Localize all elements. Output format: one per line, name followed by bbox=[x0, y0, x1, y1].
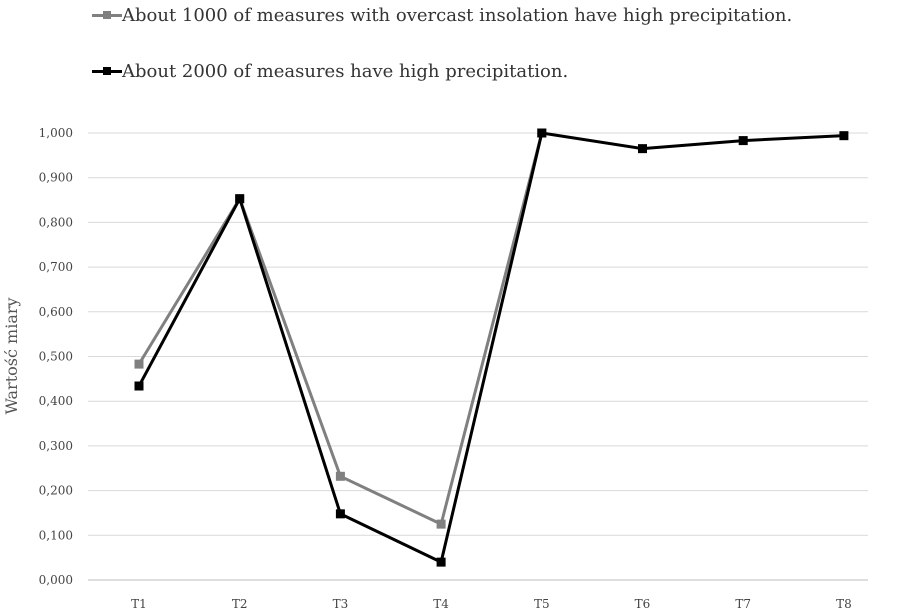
x-tick-label: T7 bbox=[735, 597, 751, 611]
y-tick-label: 0,300 bbox=[39, 439, 73, 453]
series-1 bbox=[134, 128, 547, 529]
x-tick-label: T1 bbox=[131, 597, 147, 611]
data-point-marker bbox=[436, 557, 446, 567]
legend-label-series-1: About 1000 of measures with overcast ins… bbox=[122, 4, 793, 26]
legend-item-series-2: About 2000 of measures have high precipi… bbox=[92, 58, 568, 84]
data-point-marker bbox=[537, 128, 547, 138]
series-line bbox=[137, 132, 544, 526]
data-point-marker bbox=[134, 359, 144, 369]
data-point-marker bbox=[839, 131, 849, 141]
series-line bbox=[137, 131, 844, 564]
x-tick-label: T5 bbox=[534, 597, 550, 611]
data-point-marker bbox=[235, 194, 245, 204]
y-tick-label: 0,900 bbox=[39, 171, 73, 185]
x-axis-ticks: T1 T2 T3 T4 T5 T6 T7 T8 bbox=[131, 597, 852, 611]
data-point-marker bbox=[335, 471, 345, 481]
x-tick-label: T4 bbox=[433, 597, 449, 611]
data-point-marker bbox=[738, 136, 748, 146]
legend-label-series-2: About 2000 of measures have high precipi… bbox=[122, 60, 569, 82]
data-point-marker bbox=[436, 519, 446, 529]
y-tick-label: 0,700 bbox=[39, 260, 73, 274]
legend-item-series-1: About 1000 of measures with overcast ins… bbox=[92, 2, 792, 28]
data-point-marker bbox=[134, 381, 144, 391]
y-tick-label: 0,000 bbox=[39, 573, 73, 587]
legend-swatch-series-1 bbox=[92, 2, 122, 28]
y-tick-label: 0,200 bbox=[39, 484, 73, 498]
y-tick-label: 0,800 bbox=[39, 215, 73, 229]
x-tick-label: T2 bbox=[232, 597, 248, 611]
y-axis-label: Wartość miary bbox=[2, 297, 21, 414]
x-tick-label: T8 bbox=[836, 597, 852, 611]
series-group bbox=[134, 128, 849, 567]
data-point-marker bbox=[638, 144, 647, 154]
y-axis-ticks: 0,000 0,100 0,200 0,300 0,400 0,500 0,600 0,700… bbox=[39, 126, 73, 587]
grid bbox=[88, 132, 868, 581]
x-tick-label: T3 bbox=[333, 597, 349, 611]
y-tick-label: 0,600 bbox=[39, 305, 73, 319]
x-tick-label: T6 bbox=[635, 597, 651, 611]
y-tick-label: 0,100 bbox=[39, 528, 73, 542]
legend-swatch-series-2 bbox=[92, 58, 122, 84]
data-point-marker bbox=[335, 509, 345, 519]
y-tick-label: 0,400 bbox=[39, 394, 73, 408]
y-tick-label: 1,000 bbox=[39, 126, 73, 140]
series-2 bbox=[134, 128, 849, 567]
y-tick-label: 0,500 bbox=[39, 350, 73, 364]
